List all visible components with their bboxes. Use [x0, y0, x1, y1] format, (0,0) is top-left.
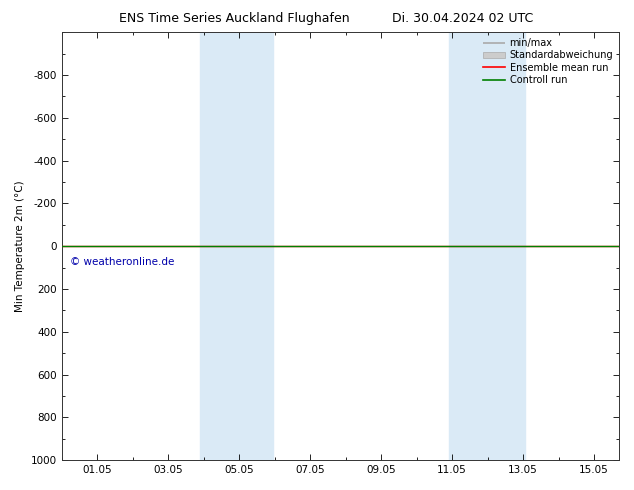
Bar: [449, 32, 525, 460]
Text: ENS Time Series Auckland Flughafen: ENS Time Series Auckland Flughafen: [119, 12, 350, 25]
Text: Di. 30.04.2024 02 UTC: Di. 30.04.2024 02 UTC: [392, 12, 533, 25]
Y-axis label: Min Temperature 2m (°C): Min Temperature 2m (°C): [15, 180, 25, 312]
Legend: min/max, Standardabweichung, Ensemble mean run, Controll run: min/max, Standardabweichung, Ensemble me…: [479, 34, 617, 89]
Text: © weatheronline.de: © weatheronline.de: [70, 257, 175, 267]
Bar: [200, 32, 273, 460]
